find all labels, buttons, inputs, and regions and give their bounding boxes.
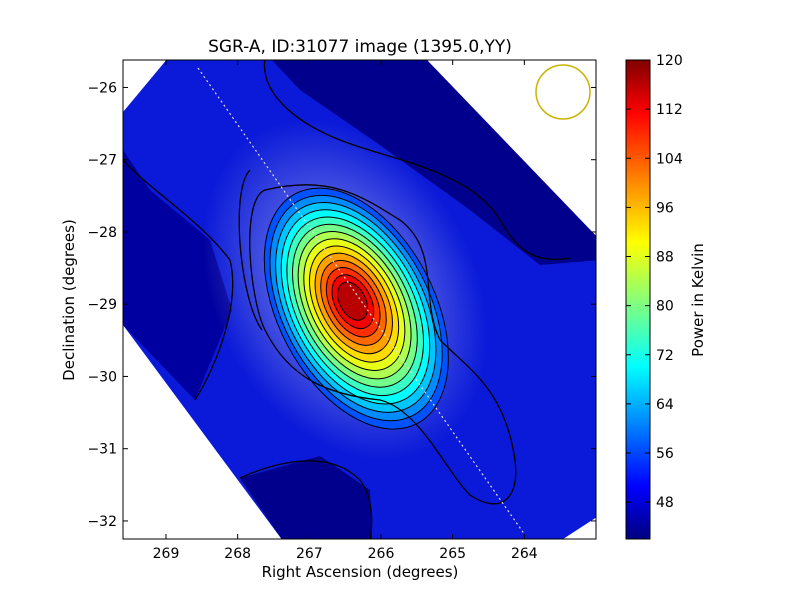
- x-tick-label: 264: [511, 546, 538, 562]
- x-tick-label: 266: [368, 546, 395, 562]
- colorbar-tick-label: 56: [656, 446, 674, 462]
- contour-line: [249, 184, 517, 505]
- y-tick-label: −29: [87, 297, 117, 313]
- low-power-region-upper: [271, 60, 596, 265]
- x-tick-label: 269: [153, 546, 180, 562]
- contour-line: [123, 159, 234, 401]
- x-tick-label: 268: [224, 546, 251, 562]
- colorbar-tick-label: 72: [656, 348, 674, 364]
- colorbar-tick-label: 88: [656, 250, 674, 266]
- x-axis: 269 268 267 266 265 264: [153, 60, 538, 562]
- y-tick-label: −31: [87, 442, 117, 458]
- colorbar-tick-label: 48: [656, 495, 674, 511]
- colorbar: [625, 59, 651, 540]
- y-tick-label: −30: [87, 369, 117, 385]
- low-power-region-lower: [240, 456, 372, 539]
- low-power-region-left: [123, 150, 232, 400]
- contour-line: [239, 460, 373, 539]
- colorbar-tick-label: 80: [656, 299, 674, 315]
- x-tick-label: 265: [439, 546, 466, 562]
- contour-line: [263, 60, 571, 260]
- contour-line: [238, 169, 263, 331]
- colorbar-tick-label: 64: [656, 397, 674, 413]
- y-tick-label: −26: [87, 80, 117, 96]
- y-tick-label: −28: [87, 225, 117, 241]
- plot-area: [123, 60, 596, 539]
- colorbar-label: Power in Kelvin: [689, 243, 707, 357]
- scan-track: [197, 67, 526, 536]
- colorbar-tick-label: 120: [656, 53, 683, 69]
- y-axis: −26 −27 −28 −29 −30 −31 −32: [87, 80, 596, 530]
- y-tick-label: −32: [87, 514, 117, 530]
- colorbar-tick-label: 112: [656, 102, 683, 118]
- colorbar-tick-label: 96: [656, 200, 674, 216]
- contour-level: [337, 281, 369, 321]
- beam-circle: [535, 64, 591, 120]
- colorbar-tick-label: 104: [656, 151, 683, 167]
- x-axis-label: Right Ascension (degrees): [262, 563, 459, 581]
- plot-frame: [122, 59, 597, 540]
- x-tick-label: 267: [296, 546, 323, 562]
- colorbar-ticks: 48 56 64 72 80 88 96 104 112 120: [626, 53, 683, 511]
- contour-set: [123, 60, 571, 539]
- chart-title: SGR-A, ID:31077 image (1395.0,YY): [208, 37, 512, 57]
- y-tick-label: −27: [87, 153, 117, 169]
- y-axis-label: Declination (degrees): [60, 219, 78, 381]
